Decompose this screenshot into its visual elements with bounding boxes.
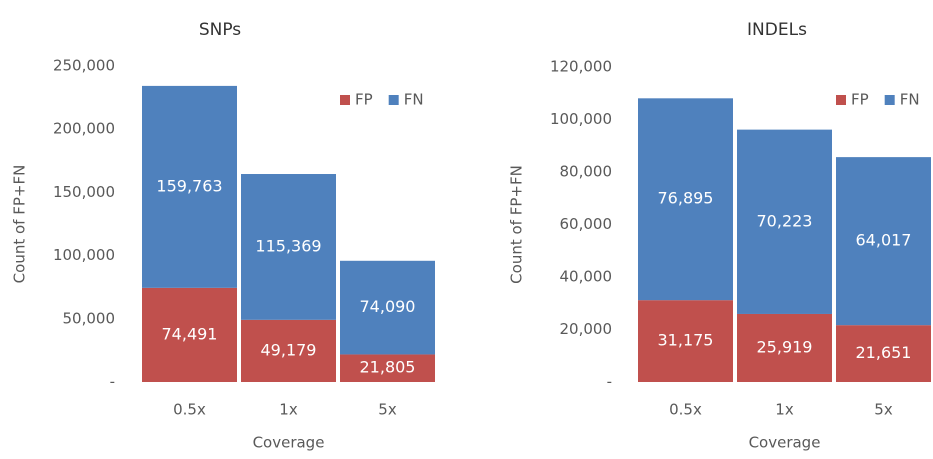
data-label: 76,895 xyxy=(658,189,714,208)
bar-segment xyxy=(638,98,733,301)
legend-swatch xyxy=(340,95,350,105)
y-tick-label: 250,000 xyxy=(53,57,115,75)
data-label: 74,090 xyxy=(360,297,416,316)
legend-label: FN xyxy=(900,91,920,109)
y-tick-label: 20,000 xyxy=(560,320,613,338)
legend-swatch xyxy=(388,95,399,105)
data-label: 70,223 xyxy=(757,211,813,230)
bar-segment xyxy=(241,319,336,382)
bar-segment xyxy=(737,313,832,382)
bar-segment xyxy=(737,129,832,314)
bar-segment xyxy=(836,325,931,382)
y-tick-label: - xyxy=(607,373,612,391)
y-tick-label: 40,000 xyxy=(560,268,613,286)
y-tick-label: 100,000 xyxy=(550,110,612,128)
legend-label: FN xyxy=(404,91,424,109)
legend-label: FP xyxy=(851,91,869,109)
x-axis-label: Coverage xyxy=(253,434,325,452)
bar-segment xyxy=(340,260,435,355)
x-tick-label: 0.5x xyxy=(173,401,206,419)
bar-segment xyxy=(142,287,237,382)
x-tick-label: 5x xyxy=(874,401,893,419)
data-label: 49,179 xyxy=(261,340,317,359)
legend-label: FP xyxy=(355,91,373,109)
data-label: 21,805 xyxy=(360,358,416,377)
data-label: 115,369 xyxy=(255,236,321,255)
data-label: 64,017 xyxy=(856,231,912,250)
y-tick-label: 50,000 xyxy=(63,309,116,327)
y-tick-label: 150,000 xyxy=(53,183,115,201)
bar-segment xyxy=(836,157,931,326)
data-label: 21,651 xyxy=(856,343,912,362)
y-axis-label: Count of FP+FN xyxy=(11,165,29,284)
y-tick-label: 60,000 xyxy=(560,215,613,233)
data-label: 25,919 xyxy=(757,337,813,356)
data-label: 159,763 xyxy=(156,176,222,195)
bar-segment xyxy=(241,174,336,320)
y-tick-label: 200,000 xyxy=(53,120,115,138)
bar-segment xyxy=(638,300,733,382)
bar-segment xyxy=(142,85,237,288)
x-tick-label: 1x xyxy=(279,401,298,419)
y-axis-label: Count of FP+FN xyxy=(508,165,526,284)
y-tick-label: 80,000 xyxy=(560,163,613,181)
x-tick-label: 1x xyxy=(775,401,794,419)
y-tick-label: 120,000 xyxy=(550,58,612,76)
chart-title: SNPs xyxy=(199,20,241,40)
x-axis-label: Coverage xyxy=(749,434,821,452)
chart-title: INDELs xyxy=(747,20,807,40)
data-label: 31,175 xyxy=(658,331,714,350)
x-tick-label: 5x xyxy=(378,401,397,419)
x-tick-label: 0.5x xyxy=(669,401,702,419)
data-label: 74,491 xyxy=(162,324,218,343)
legend-swatch xyxy=(836,95,846,105)
bar-segment xyxy=(340,354,435,382)
legend-swatch xyxy=(884,95,895,105)
y-tick-label: 100,000 xyxy=(53,246,115,264)
y-tick-label: - xyxy=(110,373,115,391)
